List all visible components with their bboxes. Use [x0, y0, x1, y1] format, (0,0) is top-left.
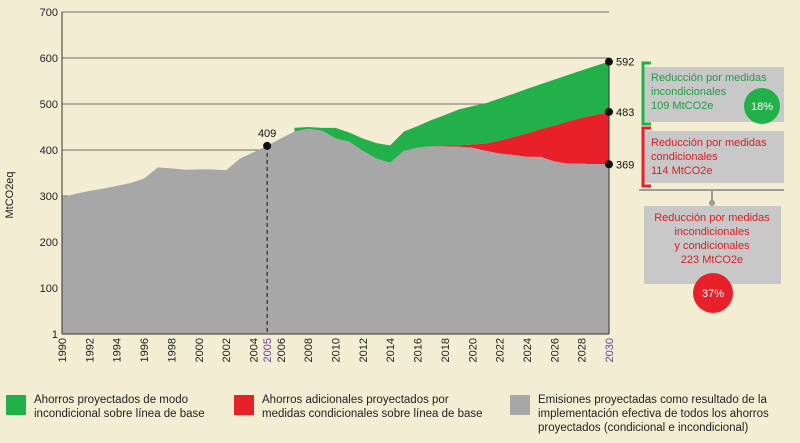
y-tick-labels: 1 100 200 300 400 500 600 700	[40, 7, 58, 341]
x-tick-label: 2005	[262, 338, 274, 362]
bracket-unconditional	[641, 61, 651, 126]
badge-combined	[693, 273, 733, 313]
annotations: 409 592 483 369	[258, 57, 634, 334]
y-tick-label: 400	[40, 145, 58, 157]
box-combined-line: Reducción por medidas	[654, 212, 770, 224]
x-tick-label: 2028	[577, 338, 589, 362]
legend-swatch-conditional	[234, 395, 254, 415]
y-tick-label: 700	[40, 7, 58, 19]
y-tick-label: 1	[52, 329, 58, 341]
x-tick-labels: 1990 1992 1994 1996 1998 2000 2002 2004 2005 2006…	[57, 338, 616, 362]
annotation-label: 369	[616, 159, 634, 171]
axes	[61, 12, 610, 335]
area-conditional	[390, 111, 609, 165]
box-unconditional-line: 109 MtCO2e	[651, 100, 713, 112]
legend-line: implementación efectiva de todos los aho…	[538, 408, 769, 420]
box-conditional-line: Reducción por medidas	[651, 137, 767, 149]
x-tick-label: 2016	[413, 338, 425, 362]
legend: Ahorros proyectados de modo incondiciona…	[0, 393, 800, 443]
legend-line: Ahorros proyectados de modo	[34, 394, 189, 406]
x-tick-label: 2026	[549, 338, 561, 362]
combined-connector-dot	[709, 200, 715, 206]
x-tick-label: 2004	[248, 338, 260, 362]
x-tick-label: 1990	[57, 338, 69, 362]
x-tick-label: 1996	[139, 338, 151, 362]
x-tick-label: 2012	[358, 338, 370, 362]
badge-combined-percent: 37%	[702, 288, 724, 300]
area-series	[62, 61, 609, 334]
y-tick-label: 300	[40, 191, 58, 203]
box-conditional-line: 114 MtCO2e	[651, 165, 713, 177]
bracket-conditional	[641, 126, 651, 188]
x-tick-label: 1998	[166, 338, 178, 362]
x-tick-label: 2000	[194, 338, 206, 362]
annotation-label: 592	[616, 57, 634, 69]
x-tick-label: 2020	[467, 338, 479, 362]
area-projected	[62, 128, 609, 334]
x-tick-label: 2024	[522, 338, 534, 362]
legend-line: Emisiones proyectadas como resultado de …	[538, 394, 767, 406]
x-tick-label: 2030	[604, 338, 616, 362]
legend-swatch-projected	[510, 395, 530, 415]
x-tick-label: 1992	[84, 338, 96, 362]
y-tick-label: 200	[40, 237, 58, 249]
reduction-boxes: Reducción por medidas incondicionales 109 …	[639, 61, 784, 313]
annotation-dot	[605, 57, 613, 66]
y-tick-label: 100	[40, 283, 58, 295]
legend-line: incondicional sobre línea de base	[34, 408, 205, 420]
x-tick-label: 2022	[495, 338, 507, 362]
x-tick-label: 2010	[331, 338, 343, 362]
legend-item-unconditional: Ahorros proyectados de modo incondiciona…	[6, 393, 205, 421]
legend-item-conditional: Ahorros adicionales proyectados por medi…	[234, 393, 483, 421]
legend-line: Ahorros adicionales proyectados por	[262, 394, 449, 406]
annotation-label: 409	[258, 128, 276, 140]
legend-label-unconditional: Ahorros proyectados de modo incondiciona…	[34, 393, 205, 421]
badge-unconditional-percent: 18%	[751, 101, 773, 113]
annotation-dot	[605, 107, 613, 116]
box-combined-line: 223 MtCO2e	[681, 254, 743, 266]
x-tick-label: 2008	[303, 338, 315, 362]
box-combined-line: y condicionales	[674, 240, 750, 252]
x-tick-label: 2014	[385, 338, 397, 362]
legend-item-projected: Emisiones proyectadas como resultado de …	[510, 393, 769, 435]
y-tick-label: 600	[40, 53, 58, 65]
x-tick-label: 2006	[276, 338, 288, 362]
area-unconditional	[294, 61, 609, 163]
box-conditional-line: condicionales	[651, 151, 718, 163]
legend-line: medidas condicionales sobre línea de bas…	[262, 408, 483, 420]
annotation-dot	[263, 141, 272, 150]
box-combined-line: incondicionales	[674, 226, 750, 238]
legend-swatch-unconditional	[6, 395, 26, 415]
box-unconditional-line: incondicionales	[651, 86, 727, 98]
box-unconditional-line: Reducción por medidas	[651, 72, 767, 84]
legend-label-projected: Emisiones proyectadas como resultado de …	[538, 393, 769, 435]
legend-line: proyectados (condicional e incondicional…	[538, 422, 749, 434]
x-tick-label: 1994	[112, 338, 124, 362]
y-axis-label: MtCO2eq	[4, 171, 16, 218]
y-tick-label: 500	[40, 99, 58, 111]
legend-label-conditional: Ahorros adicionales proyectados por medi…	[262, 393, 483, 421]
box-conditional	[643, 131, 784, 183]
badge-unconditional	[744, 88, 780, 124]
x-tick-label: 2018	[440, 338, 452, 362]
annotation-dot	[605, 160, 613, 169]
x-tick-label: 2002	[221, 338, 233, 362]
annotation-label: 483	[616, 107, 634, 119]
box-combined	[644, 206, 781, 284]
